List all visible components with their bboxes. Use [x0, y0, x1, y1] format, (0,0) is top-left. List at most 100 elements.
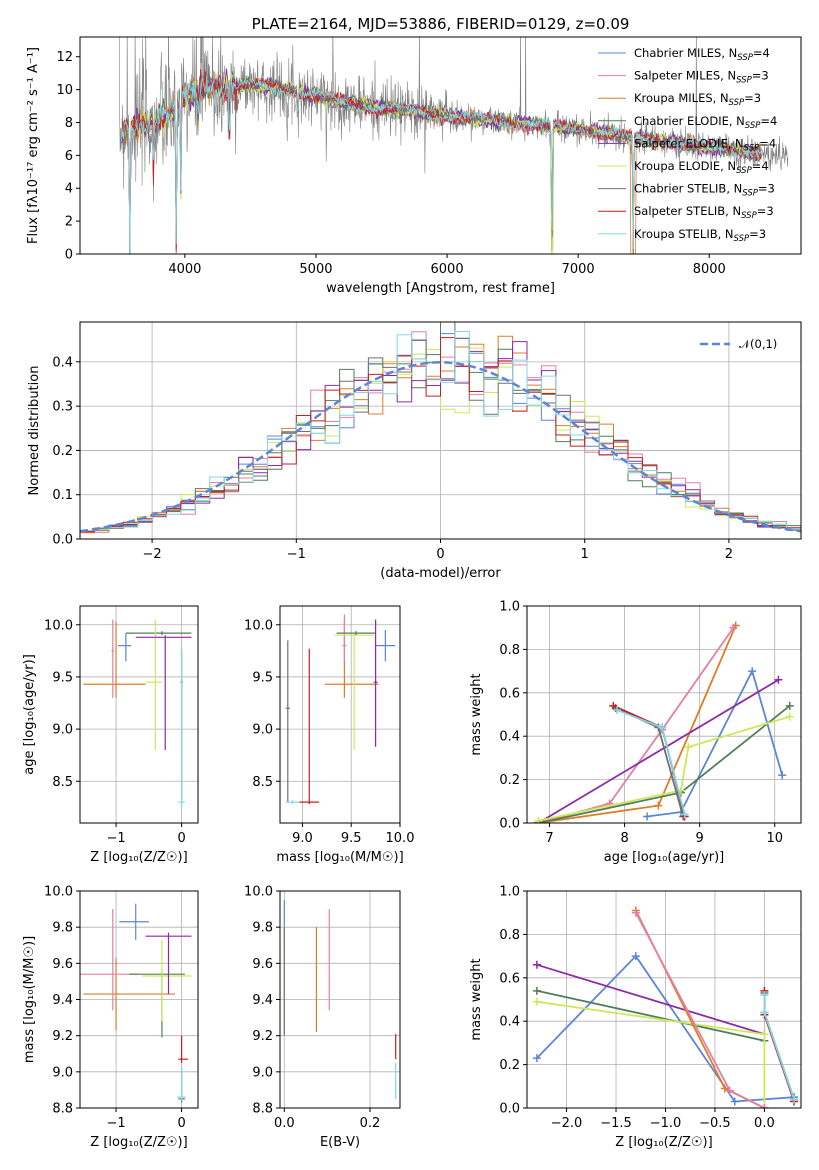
- series-line: [536, 963, 765, 1036]
- legend-entry-subscript: SSP: [729, 98, 745, 108]
- x-tick-label: −2: [143, 547, 162, 562]
- data-point: [631, 952, 640, 961]
- x-tick-label: 0: [436, 547, 444, 562]
- y-tick-label: 9.0: [52, 1065, 73, 1080]
- y-tick-label: 9.0: [252, 1065, 273, 1080]
- axes-residuals: −2 −1 0 1 2 0.0 0.1 0.2 0.3 0.4 (data-model)/error…: [27, 321, 802, 581]
- series-chabrier-elodie: [532, 986, 769, 1045]
- data-point: [658, 723, 667, 732]
- series-salpeter-miles: [631, 908, 769, 1108]
- data-point: [725, 1086, 734, 1095]
- legend-entry-subscript: SSP: [736, 166, 752, 176]
- series-chabrier-miles: [643, 667, 787, 821]
- x-tick-label: 4000: [168, 262, 201, 277]
- data-point: [613, 706, 622, 715]
- y-tick-label: 0.0: [52, 533, 73, 548]
- errorbar-chabrier-miles: [119, 903, 149, 940]
- errorbar-salpeter-elodie: [145, 932, 192, 995]
- y-tick-label: 0.3: [52, 400, 73, 415]
- axes-mass-vs-Z: −1 0 8.8 9.0 9.2 9.4 9.6 9.8 10.0 Z [log₁₀(Z/Z☉)]…: [22, 885, 199, 1150]
- series-line: [538, 715, 790, 822]
- series-line: [634, 910, 765, 1108]
- plot-area: [532, 906, 799, 1108]
- legend-entry-value: =3: [744, 91, 761, 105]
- y-tick-label: 0.2: [499, 1058, 520, 1073]
- y-tick-label: 10.0: [44, 885, 73, 900]
- y-tick-label: 0.8: [499, 928, 520, 943]
- series-kroupa-miles: [534, 621, 740, 823]
- errorbar-kroupa-elodie: [145, 619, 162, 750]
- histogram-salpeter-stelib: [80, 337, 801, 533]
- y-tick-label: 0.4: [52, 355, 73, 370]
- x-tick-label: 9: [696, 831, 704, 846]
- errorbar-kroupa-elodie: [142, 939, 192, 1022]
- errorbar-salpeter-miles: [111, 619, 115, 698]
- x-tick-label: −1.0: [650, 1116, 682, 1131]
- legend-entry-main: Salpeter STELIB, N: [634, 204, 741, 218]
- x-tick-label: −1.5: [600, 1116, 632, 1131]
- errorbar-kroupa-stelib: [178, 647, 185, 808]
- axes-mass-weight-vs-Z: −2.0 −1.5 −1.0 −0.5 0.0 0.0 0.2 0.4 0.6 0.8 1.0 Z […: [469, 885, 802, 1150]
- axes-mass-weight-vs-age: 7 8 9 10 0.0 0.2 0.4 0.6 0.8 1.0 age [log₁₀(age/yr…: [469, 600, 802, 865]
- y-axis-label: age [log₁₀(age/yr)]: [22, 654, 37, 775]
- legend-entry-subscript: SSP: [744, 143, 760, 153]
- series-kroupa-stelib: [760, 991, 799, 1104]
- x-axis-label: wavelength [Angstrom, rest frame]: [326, 281, 555, 296]
- plot-area: [80, 903, 192, 1103]
- x-tick-label: 0.0: [274, 1116, 295, 1131]
- data-point: [532, 997, 541, 1006]
- y-tick-label: 10.0: [44, 618, 73, 633]
- data-point: [532, 986, 541, 995]
- data-point: [720, 1084, 729, 1093]
- data-point: [785, 701, 794, 710]
- x-tick-label: 2: [725, 547, 733, 562]
- plot-area: [534, 621, 794, 823]
- data-point: [532, 960, 541, 969]
- x-tick-label: −0.5: [699, 1116, 731, 1131]
- legend-entry: Chabrier STELIB, NSSP=3: [634, 182, 775, 199]
- x-tick-label: 8000: [693, 262, 726, 277]
- y-tick-label: 9.2: [52, 1029, 73, 1044]
- y-tick-label: 9.5: [252, 670, 273, 685]
- data-point: [730, 1097, 739, 1106]
- errorbar-salpeter-stelib: [299, 648, 320, 805]
- x-tick-label: 10: [766, 831, 783, 846]
- data-point: [654, 801, 663, 810]
- x-tick-label: 10.0: [386, 831, 415, 846]
- axes-frame: [79, 321, 802, 540]
- data-point: [774, 675, 783, 684]
- data-point: [609, 701, 618, 710]
- series-line: [635, 912, 765, 1108]
- series-line: [538, 625, 737, 823]
- y-tick-label: 0.2: [52, 444, 73, 459]
- errorbar-kroupa-stelib: [285, 800, 300, 805]
- legend-entry-main: Kroupa STELIB, N: [634, 227, 734, 241]
- y-tick-label: 9.4: [52, 993, 73, 1008]
- y-tick-label: 1.0: [499, 885, 520, 900]
- data-point: [532, 1054, 541, 1063]
- y-axis-label: mass weight: [469, 958, 484, 1040]
- y-tick-label: 10: [56, 83, 73, 98]
- errorbar-salpeter-miles: [80, 909, 139, 1011]
- y-tick-label: 9.0: [52, 723, 73, 738]
- x-tick-label: 0: [177, 1116, 185, 1131]
- errorbar-kroupa-miles: [83, 621, 146, 698]
- x-axis-label: mass [log₁₀(M/M☉)]: [276, 850, 403, 865]
- axes-frame: [526, 890, 802, 1109]
- data-point: [643, 812, 652, 821]
- y-tick-label: 9.5: [52, 670, 73, 685]
- axes-frame: [279, 605, 401, 824]
- y-tick-label: 0.6: [499, 686, 520, 701]
- x-axis-label: Z [log₁₀(Z/Z☉)]: [90, 1135, 187, 1150]
- axes-age-vs-mass: 9.0 9.5 10.0 8.5 9.0 9.5 10.0 mass [log₁₀(M/M☉)…: [244, 605, 415, 865]
- errorbar-chabrier-elodie: [129, 970, 185, 1038]
- x-tick-label: 6000: [431, 262, 464, 277]
- errorbar-chabrier-stelib: [285, 640, 290, 803]
- x-tick-label: 5000: [299, 262, 332, 277]
- data-point: [760, 991, 769, 1000]
- x-tick-label: −1: [287, 547, 306, 562]
- y-tick-label: 10.0: [244, 885, 273, 900]
- x-axis-label: Z [log₁₀(Z/Z☉)]: [90, 850, 187, 865]
- y-tick-label: 0.1: [52, 488, 73, 503]
